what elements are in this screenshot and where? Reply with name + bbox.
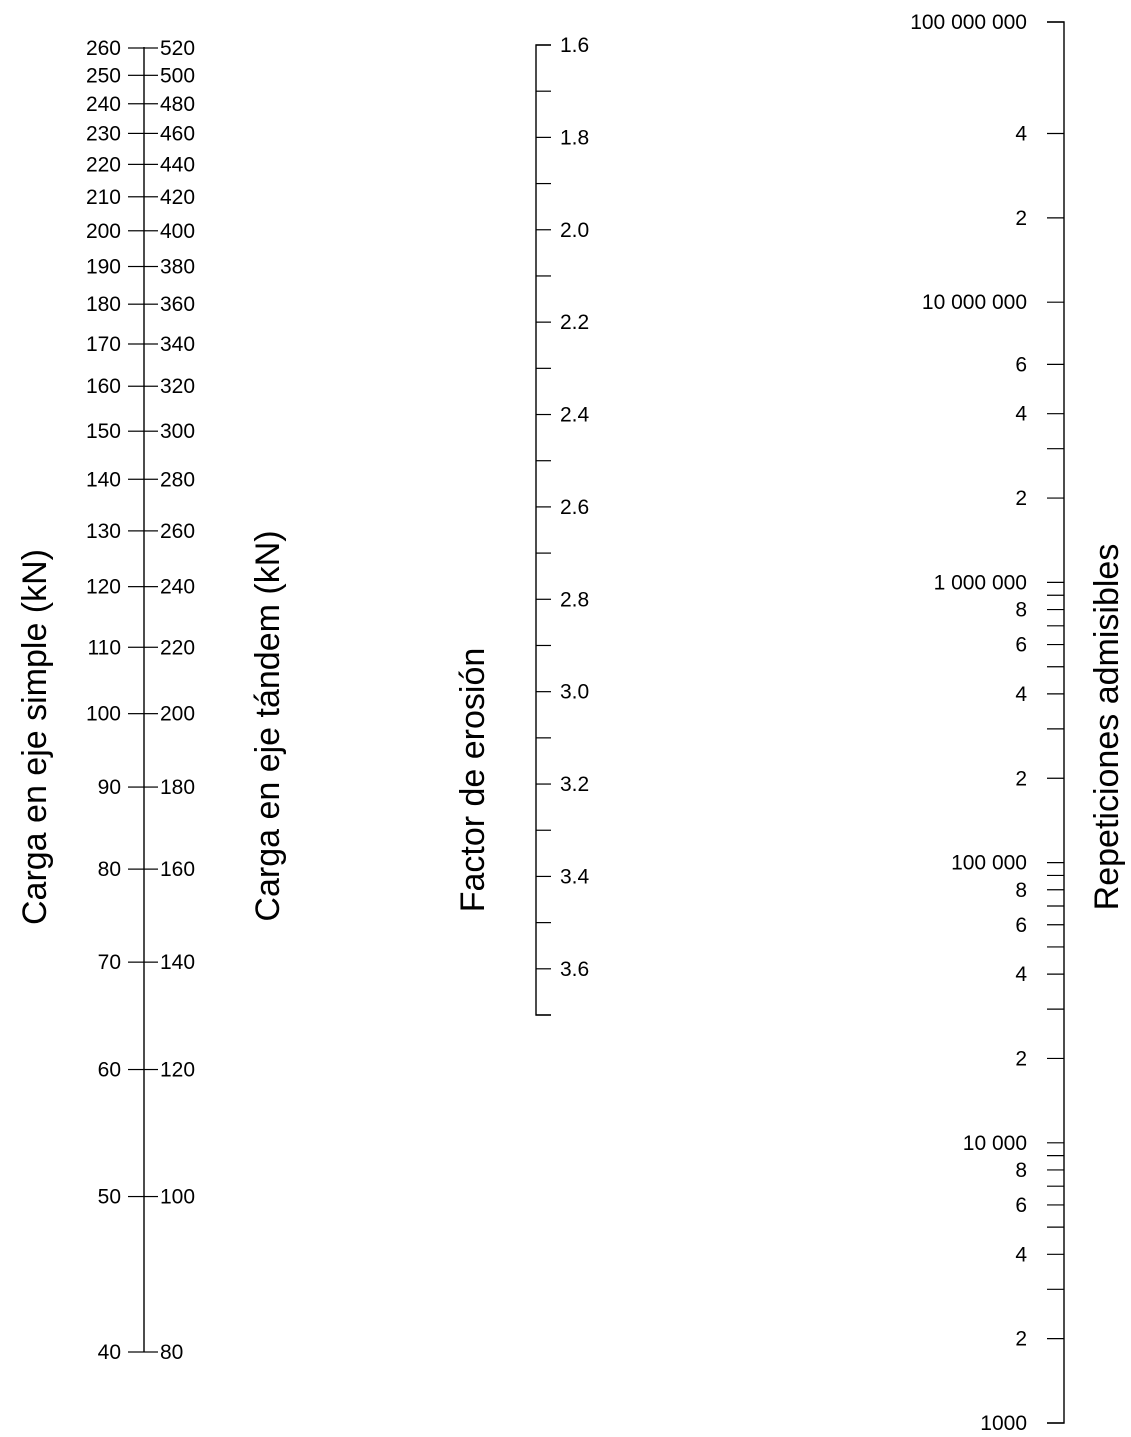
load-tandem-tick-label: 480 [160,93,195,116]
erosion-factor-tick-label: 3.0 [560,681,589,704]
load-tandem-tick-label: 340 [160,333,195,356]
erosion-factor-tick-label: 2.2 [560,311,589,334]
load-single-tick-label: 70 [98,951,121,974]
load-tandem-tick-label: 240 [160,576,195,599]
repetitions-tick-label: 100 000 000 [910,11,1027,34]
load-single-ticks: 260 250 240 230 220 210 200 190 180 170 160 150 140 1… [86,37,144,1364]
load-single-tick-label: 230 [86,122,121,145]
load-tandem-tick-label: 500 [160,64,195,87]
load-single-tick-label: 100 [86,703,121,726]
load-single-tick-label: 200 [86,220,121,243]
erosion-factor-tick-label: 3.4 [560,865,590,888]
load-tandem-tick-label: 80 [160,1341,183,1364]
load-tandem-tick-label: 360 [160,293,195,316]
load-single-axis-title: Carga en eje simple (kN) [16,549,54,925]
repetitions-ticks: 100 000 000 4 2 10 000 000 6 4 2 1 000 000 8 6 4 2 1… [910,11,1064,1435]
repetitions-tick-label: 4 [1015,403,1027,426]
load-tandem-tick-label: 300 [160,420,195,443]
load-tandem-tick-label: 520 [160,37,195,60]
repetitions-tick-label: 2 [1015,207,1027,230]
load-single-tick-label: 140 [86,468,121,491]
load-single-tick-label: 50 [98,1186,121,1209]
repetitions-tick-label: 10 000 [963,1132,1027,1155]
repetitions-tick-label: 4 [1015,683,1027,706]
load-single-tick-label: 250 [86,64,121,87]
load-single-tick-label: 240 [86,93,121,116]
load-tandem-axis-title: Carga en eje tándem (kN) [249,530,287,921]
repetitions-axis-title: Repeticiones admisibles [1088,544,1126,911]
repetitions-tick-label: 4 [1015,1243,1027,1266]
load-single-tick-label: 180 [86,293,121,316]
erosion-factor-tick-label: 1.8 [560,126,589,149]
repetitions-tick-label: 6 [1015,634,1027,657]
repetitions-tick-label: 2 [1015,1047,1027,1070]
erosion-factor-tick-label: 3.6 [560,958,589,981]
load-single-tick-label: 40 [98,1341,121,1364]
load-single-tick-label: 120 [86,576,121,599]
load-single-tick-label: 130 [86,520,121,543]
load-single-tick-label: 170 [86,333,121,356]
load-tandem-tick-label: 100 [160,1186,195,1209]
load-tandem-ticks: 520 500 480 460 440 420 400 380 360 340 320 300 280 2… [144,37,195,1364]
load-single-tick-label: 60 [98,1059,121,1082]
repetitions-tick-label: 4 [1015,123,1027,146]
load-single-tick-label: 190 [86,256,121,279]
load-tandem-tick-label: 260 [160,520,195,543]
load-tandem-tick-label: 440 [160,153,195,176]
repetitions-tick-label: 10 000 000 [922,291,1027,314]
erosion-axis-line [535,44,551,1016]
load-single-tick-label: 260 [86,37,121,60]
repetitions-tick-label: 2 [1015,767,1027,790]
erosion-factor-axis-title: Factor de erosión [454,648,492,913]
repetitions-tick-label: 1 000 000 [934,571,1027,594]
load-tandem-tick-label: 220 [160,636,195,659]
repetitions-tick-label: 8 [1015,599,1027,622]
erosion-factor-tick-label: 2.8 [560,588,589,611]
repetitions-tick-label: 8 [1015,1159,1027,1182]
repetitions-tick-label: 2 [1015,1328,1027,1351]
repetitions-axis-line [1047,21,1065,1424]
repetitions-tick-label: 2 [1015,487,1027,510]
load-single-tick-label: 160 [86,375,121,398]
load-single-tick-label: 150 [86,420,121,443]
load-tandem-tick-label: 460 [160,122,195,145]
repetitions-tick-label: 8 [1015,879,1027,902]
load-tandem-tick-label: 180 [160,776,195,799]
load-tandem-tick-label: 320 [160,375,195,398]
repetitions-tick-label: 100 000 [951,852,1027,875]
load-single-tick-label: 220 [86,153,121,176]
load-tandem-tick-label: 120 [160,1059,195,1082]
load-tandem-tick-label: 160 [160,858,195,881]
repetitions-tick-label: 6 [1015,914,1027,937]
load-tandem-tick-label: 420 [160,186,195,209]
load-single-tick-label: 80 [98,858,121,881]
repetitions-tick-label: 6 [1015,1194,1027,1217]
load-single-tick-label: 210 [86,186,121,209]
load-single-tick-label: 110 [88,636,121,659]
load-tandem-tick-label: 200 [160,703,195,726]
load-tandem-tick-label: 400 [160,220,195,243]
erosion-factor-tick-label: 2.6 [560,496,589,519]
repetitions-tick-label: 1000 [980,1412,1027,1435]
erosion-factor-tick-label: 3.2 [560,773,589,796]
erosion-factor-tick-label: 2.0 [560,219,589,242]
load-tandem-tick-label: 380 [160,256,195,279]
repetitions-tick-label: 6 [1015,353,1027,376]
load-tandem-tick-label: 280 [160,468,195,491]
erosion-factor-ticks: 1.6 1.8 2.0 2.2 2.4 2.6 2.8 3.0 3.2 3.4 3.6 [536,34,590,1016]
erosion-factor-tick-label: 1.6 [560,34,589,57]
repetitions-tick-label: 4 [1015,963,1027,986]
erosion-factor-tick-label: 2.4 [560,404,590,427]
load-tandem-tick-label: 140 [160,951,195,974]
load-single-tick-label: 90 [98,776,121,799]
